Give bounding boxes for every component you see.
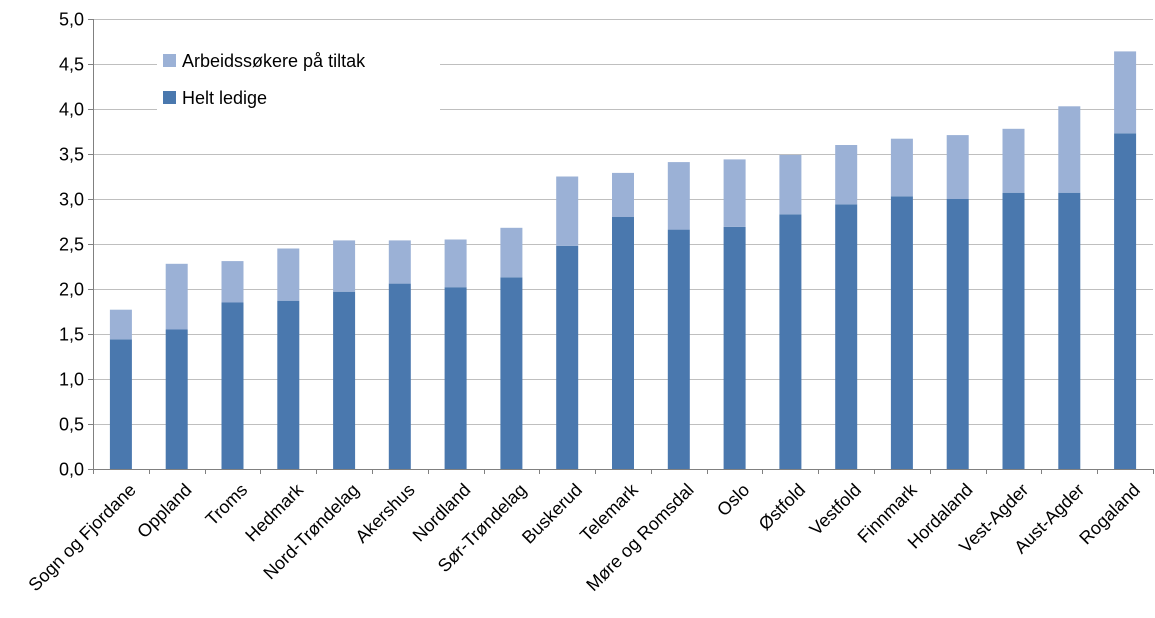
y-tick-label: 4,0	[59, 100, 84, 120]
bar-helt-ledige	[612, 217, 634, 469]
bar-helt-ledige	[1058, 192, 1081, 469]
bar-helt-ledige	[946, 199, 969, 469]
bar-tiltak	[1002, 128, 1025, 193]
bar-helt-ledige	[221, 302, 244, 469]
x-category-label: Troms	[202, 480, 252, 530]
axes	[88, 19, 1154, 474]
x-category-label: Nord-Trøndelag	[259, 480, 363, 584]
x-category-label: Oppland	[133, 480, 195, 542]
bar-tiltak	[835, 145, 858, 205]
bar-helt-ledige	[333, 291, 356, 469]
bar-tiltak	[1058, 106, 1081, 193]
bar-helt-ledige	[388, 283, 411, 469]
y-tick-label: 5,0	[59, 10, 84, 30]
bar-helt-ledige	[444, 287, 467, 469]
bar-tiltak	[946, 135, 969, 199]
bar-helt-ledige	[500, 277, 523, 469]
legend-background	[157, 40, 440, 122]
bar-tiltak	[612, 172, 634, 217]
bar-helt-ledige	[165, 329, 188, 469]
bar-helt-ledige	[277, 300, 300, 469]
bar-tiltak	[779, 154, 802, 215]
bar-tiltak	[221, 261, 244, 303]
bar-tiltak	[890, 138, 913, 197]
y-tick-label: 3,5	[59, 145, 84, 165]
y-tick-label: 3,0	[59, 190, 84, 210]
x-category-label: Oslo	[713, 480, 753, 520]
bar-tiltak	[165, 263, 188, 330]
bars	[109, 51, 1137, 470]
x-category-label: Sogn og Fjordane	[24, 480, 139, 595]
y-tick-label: 2,0	[59, 280, 84, 300]
bar-tiltak	[444, 239, 467, 288]
bar-helt-ledige	[556, 245, 579, 469]
bar-helt-ledige	[109, 339, 132, 469]
bar-helt-ledige	[723, 226, 746, 469]
bar-tiltak	[333, 240, 356, 292]
y-tick-label: 1,0	[59, 370, 84, 390]
bar-helt-ledige	[890, 196, 913, 470]
y-tick-label: 0,0	[59, 460, 84, 480]
y-tick-labels: 0,0 0,5 1,0 1,5 2,0 2,5 3,0 3,5 4,0 4,5 5,0	[59, 10, 84, 480]
bar-tiltak	[277, 248, 300, 301]
x-category-label: Buskerud	[518, 480, 586, 548]
bar-tiltak	[723, 159, 746, 227]
legend-swatch	[163, 91, 176, 104]
bar-tiltak	[556, 176, 579, 246]
legend: Arbeidssøkere på tiltak Helt ledige	[157, 40, 440, 122]
y-tick-label: 4,5	[59, 55, 84, 75]
y-tick-label: 2,5	[59, 235, 84, 255]
legend-swatch	[163, 54, 176, 67]
bar-tiltak	[109, 309, 132, 340]
legend-label: Helt ledige	[182, 88, 267, 108]
x-category-label: Møre og Romsdal	[582, 480, 697, 595]
bar-tiltak	[1114, 51, 1137, 134]
bar-tiltak	[500, 227, 523, 278]
bar-tiltak	[667, 162, 690, 230]
bar-helt-ledige	[1114, 133, 1137, 470]
x-category-label: Rogaland	[1075, 480, 1144, 549]
bar-helt-ledige	[667, 229, 690, 469]
x-category-label: Akershus	[351, 480, 418, 547]
legend-label: Arbeidssøkere på tiltak	[182, 51, 366, 71]
x-category-label: Østfold	[755, 480, 809, 534]
bar-helt-ledige	[835, 204, 858, 469]
bar-helt-ledige	[1002, 192, 1025, 469]
y-tick-label: 0,5	[59, 415, 84, 435]
y-tick-label: 1,5	[59, 325, 84, 345]
bar-tiltak	[388, 240, 411, 284]
bar-helt-ledige	[779, 214, 802, 469]
